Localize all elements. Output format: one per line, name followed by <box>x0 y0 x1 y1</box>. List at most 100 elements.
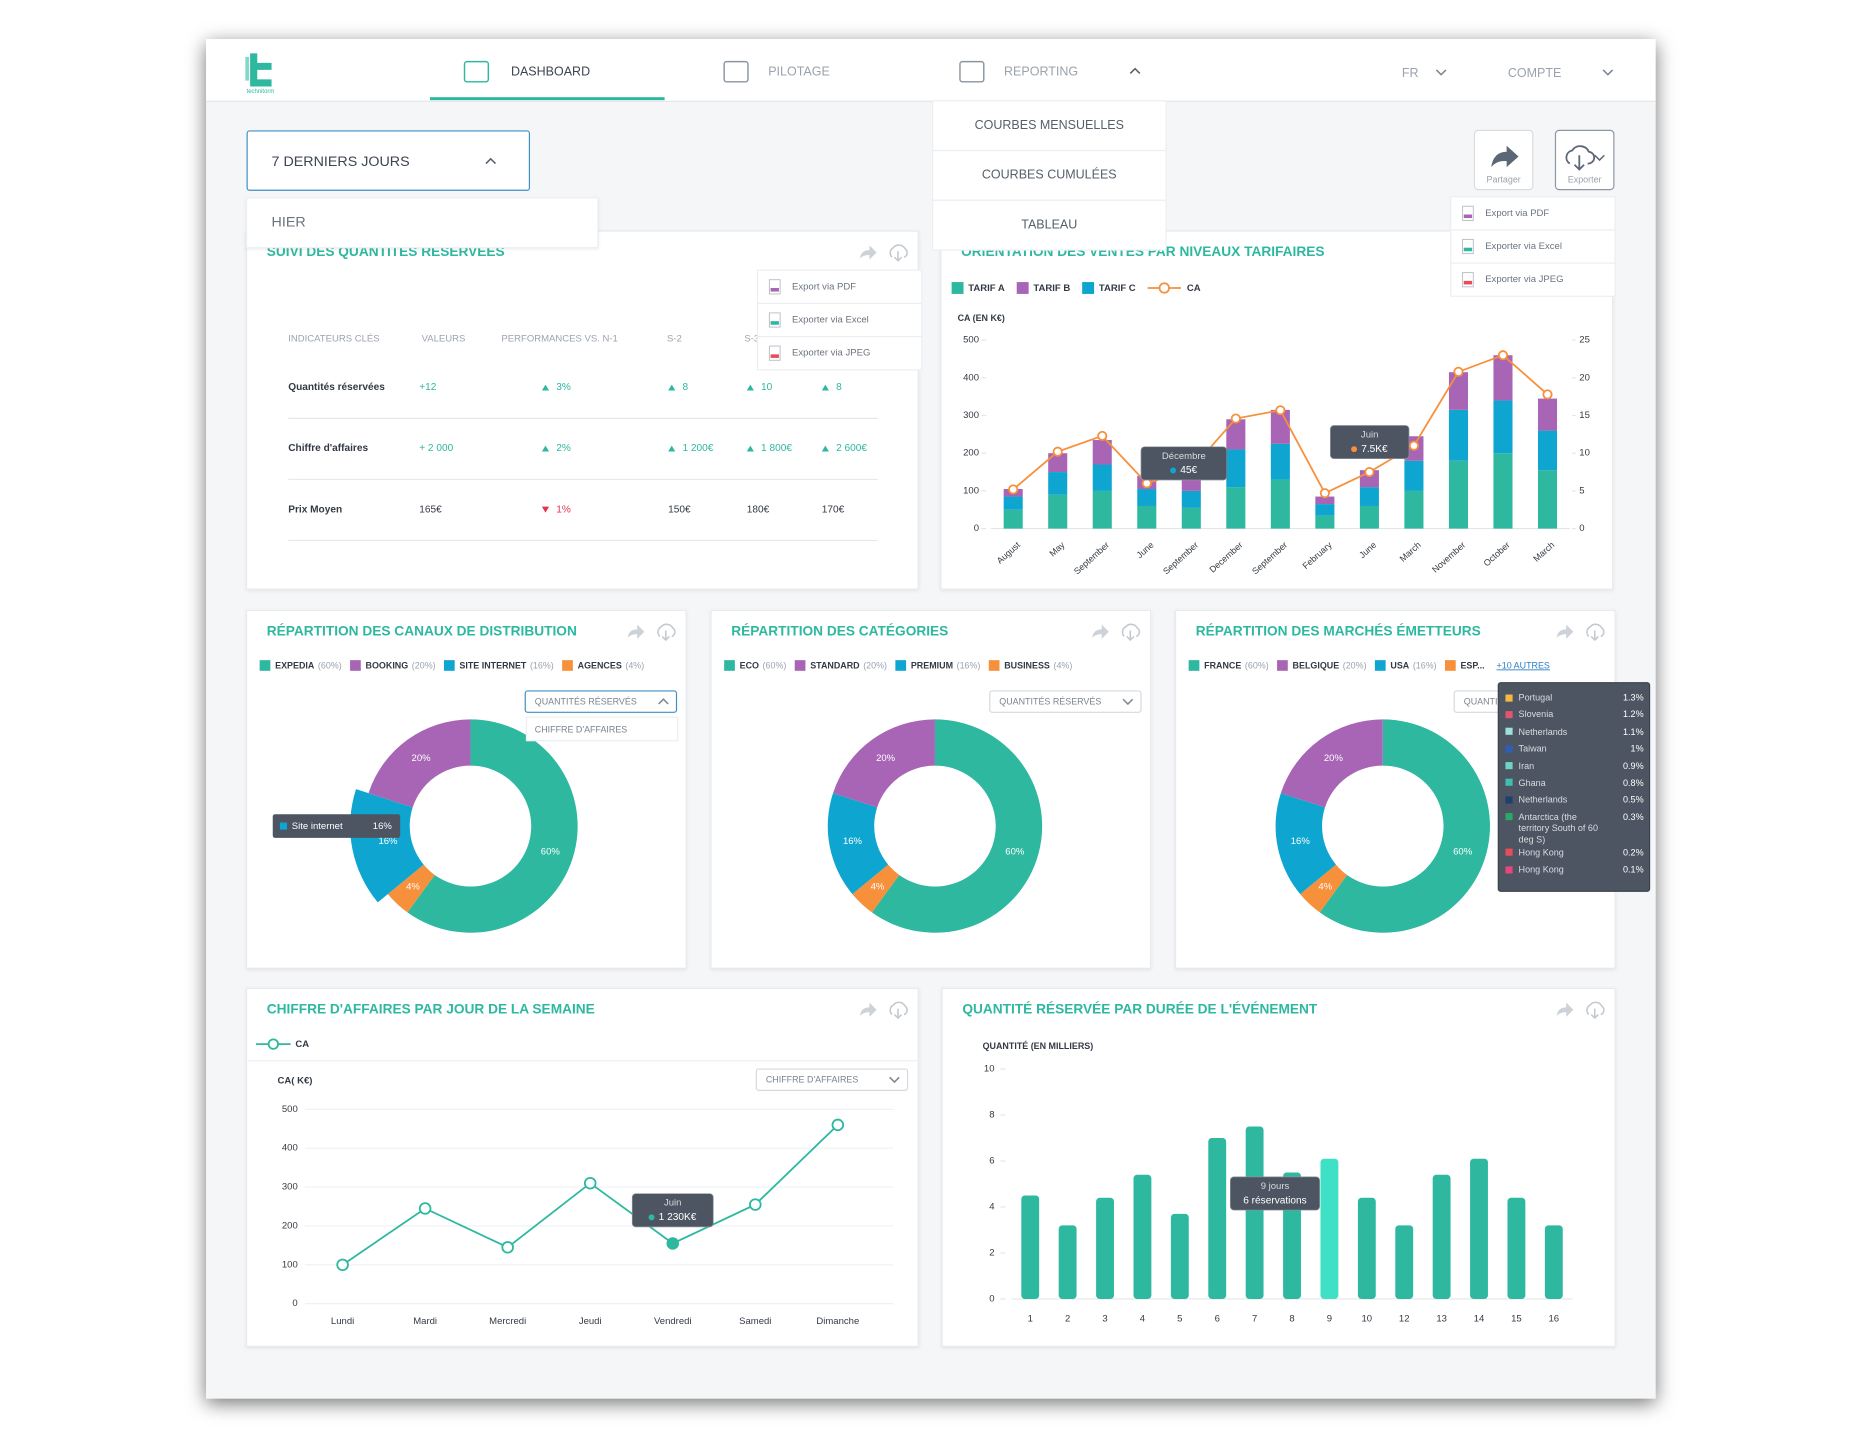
submenu-item[interactable] <box>931 199 1167 251</box>
table-header: PERFORMANCES VS. N-1 <box>501 333 617 344</box>
file-icon-badge <box>1463 214 1473 219</box>
share-icon[interactable] <box>1092 624 1109 639</box>
bar-segment <box>1003 509 1023 529</box>
bar <box>1432 1174 1451 1299</box>
share-icon[interactable] <box>859 245 877 260</box>
share-icon[interactable] <box>1556 1002 1574 1017</box>
x-tick-label: Samedi <box>739 1316 771 1327</box>
legend-label: ESP... <box>1460 660 1484 670</box>
ca-point <box>1542 389 1553 400</box>
bar-segment <box>1493 355 1513 401</box>
legend-share: (16%) <box>530 660 554 670</box>
bar-segment <box>1448 409 1468 461</box>
channels-panel: RÉPARTITION DES CANAUX DE DISTRIBUTION 60… <box>245 609 687 969</box>
menu-item[interactable] <box>756 336 923 371</box>
others-row: Hong Kong 0.1% <box>1503 862 1646 879</box>
dropdown-option-label: CHIFFRE D'AFFAIRES <box>535 724 628 734</box>
bar-segment <box>1315 496 1335 505</box>
action-label: Exporter <box>1568 175 1602 185</box>
share-icon[interactable] <box>859 1002 877 1017</box>
legend-label: STANDARD <box>810 660 860 670</box>
bar-segment <box>1448 372 1468 410</box>
y2-tick-label: 0 <box>1579 523 1584 534</box>
nav-tab[interactable]: PILOTAGE <box>723 60 830 83</box>
filter-box[interactable] <box>246 130 531 191</box>
chevron-up <box>1129 67 1141 75</box>
bar-segment <box>1181 507 1201 529</box>
submenu-item[interactable] <box>931 149 1167 201</box>
dropdown[interactable] <box>524 690 678 713</box>
slice-label: 16% <box>378 836 398 847</box>
bar-segment <box>1092 490 1112 529</box>
others-row: Portugal 1.3% <box>1503 690 1646 707</box>
x-tick-label: Jeudi <box>579 1316 602 1327</box>
bar-segment <box>1003 496 1023 510</box>
table-cell: 150€ <box>668 504 691 515</box>
others-tooltip <box>1497 682 1651 892</box>
others-rows: Portugal 1.3% Slovenia 1.2% Netherlands 1.1% T… <box>1503 690 1646 879</box>
others-value: 1% <box>1630 743 1644 754</box>
action-button[interactable] <box>1554 129 1615 191</box>
filter-option-label: HIER <box>272 215 306 231</box>
x-tick-label: 14 <box>1474 1314 1485 1325</box>
file-icon-badge <box>770 321 779 325</box>
legend-share: (16%) <box>1413 660 1437 670</box>
download-icon[interactable] <box>889 1001 908 1020</box>
download-icon[interactable] <box>889 244 908 262</box>
dropdown-option[interactable] <box>525 716 679 742</box>
table-cell: 8 <box>682 382 688 393</box>
tooltip-value: 6 réservations <box>1243 1195 1306 1206</box>
y-axis-label: QUANTITÉ (EN MILLIERS) <box>983 1041 1094 1051</box>
menu-item[interactable] <box>1450 262 1616 297</box>
download-icon[interactable] <box>657 623 676 642</box>
account-menu[interactable]: COMPTE <box>1508 66 1561 80</box>
file-icon-badge <box>1463 280 1473 285</box>
file-icon-badge <box>770 354 779 358</box>
bar-segment <box>1359 487 1379 506</box>
more-link[interactable]: +10 AUTRES <box>1497 660 1550 670</box>
y-tick-label: 500 <box>282 1104 298 1115</box>
share-icon[interactable] <box>627 624 645 639</box>
others-row: Hong Kong 0.2% <box>1503 845 1646 862</box>
legend-label: BOOKING <box>366 660 409 670</box>
filter-option[interactable] <box>245 197 599 249</box>
download-icon[interactable] <box>1586 1001 1605 1020</box>
language-selector[interactable]: FR <box>1402 66 1419 80</box>
y-tick-label: 300 <box>282 1182 298 1193</box>
share-icon[interactable] <box>1556 624 1574 639</box>
share-icon <box>1491 145 1519 168</box>
dropdown[interactable] <box>755 1068 909 1091</box>
logo-bar <box>245 56 249 81</box>
others-row: Taiwan 1% <box>1503 741 1646 758</box>
dropdown[interactable] <box>989 690 1142 713</box>
ca-point <box>1097 430 1108 441</box>
slice-label: 4% <box>406 882 420 893</box>
x-tick-label: 5 <box>1177 1314 1182 1325</box>
others-name: Slovenia <box>1518 709 1554 720</box>
row-label: Quantités réservées <box>288 382 385 393</box>
others-list: Portugal 1.3% Slovenia 1.2% Netherlands 1.1% T… <box>1503 690 1646 879</box>
bar-segment <box>1448 460 1468 529</box>
menu-item-label: Export via PDF <box>1485 208 1549 219</box>
others-row: Iran 0.9% <box>1503 758 1646 775</box>
y2-tick-label: 10 <box>1579 448 1590 459</box>
donut-slice <box>871 719 1043 933</box>
nav-tab[interactable]: REPORTING <box>959 60 1078 83</box>
table-cell: 2 600€ <box>836 443 867 454</box>
slice-label: 60% <box>1453 846 1473 857</box>
table-header: S-3 <box>744 333 759 344</box>
download-icon[interactable] <box>1121 623 1141 642</box>
others-swatch <box>1505 745 1513 753</box>
tab-underline <box>429 97 665 101</box>
reporting-menu: COURBES MENSUELLES COURBES CUMULÉES TABLEA… <box>931 100 1167 251</box>
bar-segment <box>1048 494 1068 529</box>
donut-slice <box>1300 864 1348 913</box>
legend-swatch <box>1188 660 1200 671</box>
download-icon[interactable] <box>1586 623 1605 642</box>
x-tick-label: 1 <box>1028 1314 1033 1325</box>
tooltip-title: Juin <box>664 1198 681 1209</box>
table-header: VALEURS <box>422 333 466 344</box>
submenu-item[interactable] <box>931 100 1167 152</box>
date-filter[interactable]: 7 DERNIERS JOURS HIER <box>245 130 599 249</box>
nav-tab[interactable]: DASHBOARD <box>429 60 665 101</box>
